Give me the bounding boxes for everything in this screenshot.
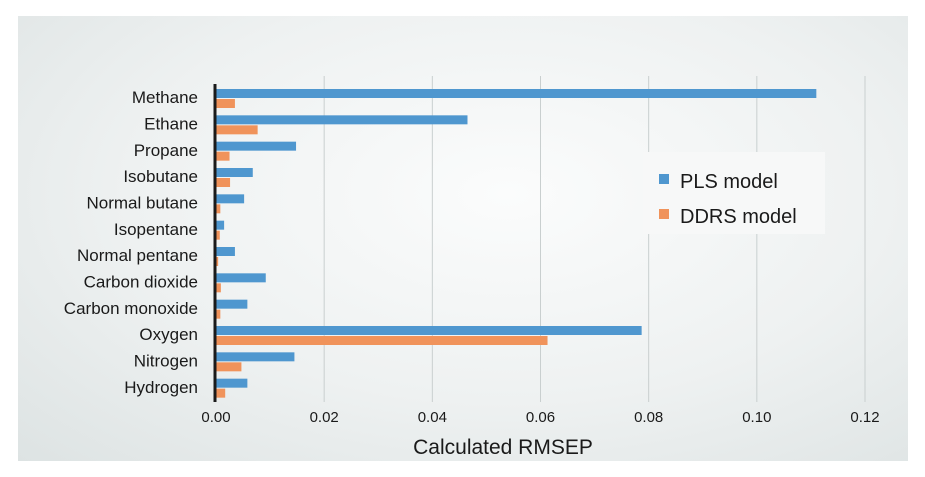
bar-ddrs: [216, 309, 221, 319]
bar-ddrs: [216, 99, 235, 108]
bar-ddrs: [216, 151, 230, 161]
bar-pls: [216, 220, 225, 230]
category-label: Carbon monoxide: [64, 299, 198, 318]
bar-pls: [216, 326, 642, 335]
category-label: Ethane: [144, 115, 198, 134]
x-tick-label: 0.00: [201, 409, 230, 426]
x-tick-label: 0.04: [418, 409, 447, 426]
legend-label-pls: PLS model: [680, 171, 778, 193]
x-tick-label: 0.02: [310, 409, 339, 426]
bar-ddrs: [216, 178, 231, 187]
bar-pls: [216, 115, 468, 125]
x-tick-label: 0.10: [742, 409, 771, 426]
bar-chart: Methane Ethane Propane Isobutane Normal buta…: [64, 76, 880, 459]
category-label: Isobutane: [123, 167, 198, 186]
category-label: Normal pentane: [77, 246, 198, 265]
x-tick-label: 0.08: [634, 409, 663, 426]
bar-ddrs: [216, 336, 548, 345]
bar-ddrs: [216, 388, 226, 398]
bar-ddrs: [216, 257, 219, 266]
bar-ddrs: [216, 230, 220, 240]
bar-pls: [216, 168, 253, 177]
bar-pls: [216, 299, 248, 309]
bar-pls: [216, 89, 817, 98]
category-label: Isopentane: [114, 220, 198, 239]
bar-pls: [216, 378, 248, 388]
chart-panel: Methane Ethane Propane Isobutane Normal buta…: [18, 16, 908, 461]
category-label: Carbon dioxide: [84, 273, 198, 292]
bar-pls: [216, 352, 295, 362]
category-label: Hydrogen: [124, 378, 198, 397]
legend: PLS model DDRS model: [643, 152, 825, 234]
legend-swatch-ddrs: [659, 209, 669, 219]
legend-label-ddrs: DDRS model: [680, 206, 797, 228]
category-label: Methane: [132, 88, 198, 107]
x-axis-title: Calculated RMSEP: [413, 436, 593, 459]
category-label: Nitrogen: [134, 352, 198, 371]
bar-ddrs: [216, 283, 221, 293]
x-tick-label: 0.06: [526, 409, 555, 426]
bar-pls: [216, 194, 245, 204]
x-tick-label: 0.12: [850, 409, 879, 426]
bar-pls: [216, 141, 297, 151]
bar-pls: [216, 273, 266, 283]
gridlines: [323, 76, 866, 402]
x-tick-labels: 0.00 0.02 0.04 0.06 0.08 0.10 0.12: [201, 409, 879, 426]
bar-ddrs: [216, 125, 258, 135]
category-label: Normal butane: [86, 194, 198, 213]
category-label: Oxygen: [139, 325, 198, 344]
category-label: Propane: [134, 141, 198, 160]
category-labels: Methane Ethane Propane Isobutane Normal buta…: [64, 88, 198, 397]
bar-ddrs: [216, 204, 221, 214]
bar-pls: [216, 247, 235, 256]
bars: [216, 89, 817, 398]
legend-swatch-pls: [659, 174, 669, 184]
bar-ddrs: [216, 362, 242, 372]
